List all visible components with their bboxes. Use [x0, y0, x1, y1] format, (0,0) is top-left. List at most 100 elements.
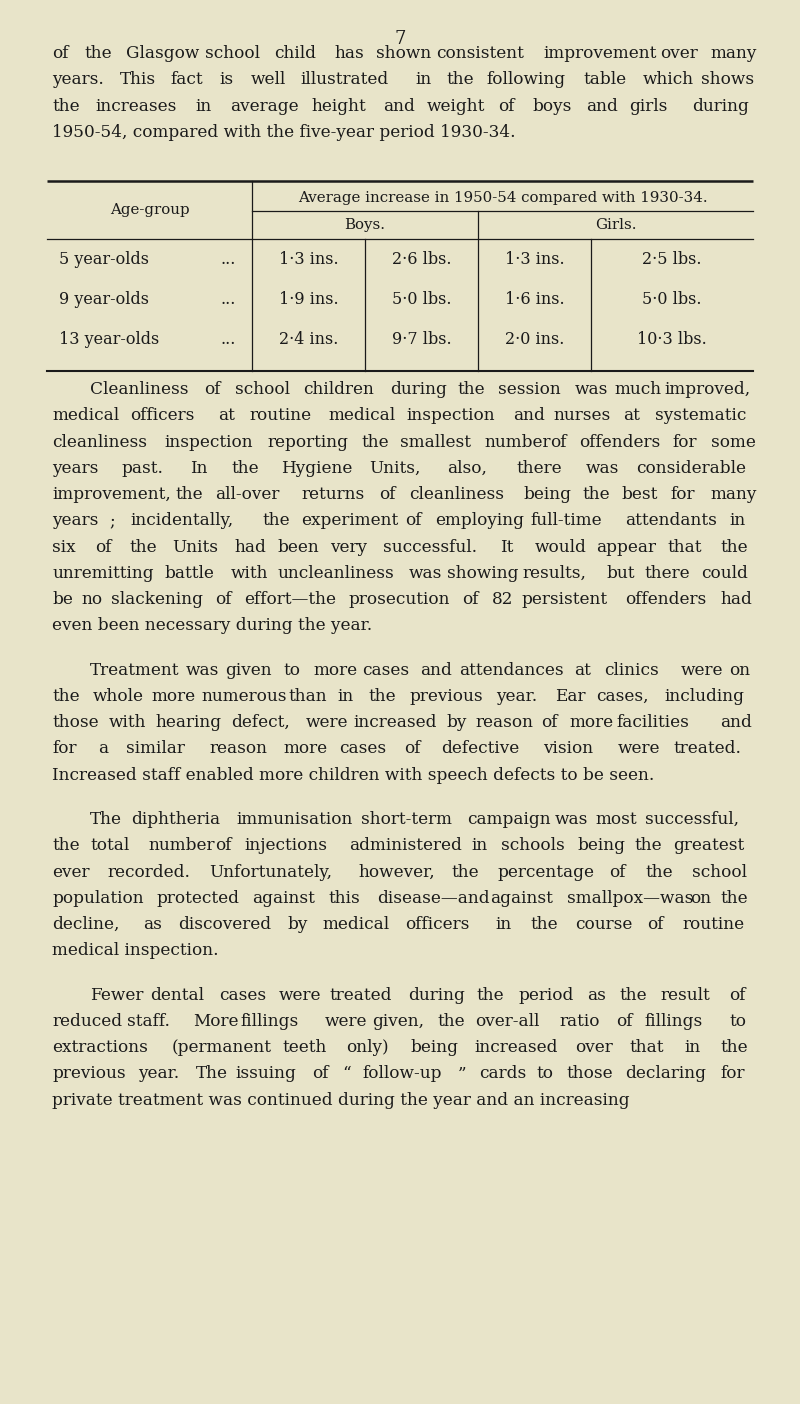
Text: illustrated: illustrated — [301, 72, 389, 88]
Text: 2·5 lbs.: 2·5 lbs. — [642, 250, 702, 268]
Text: were: were — [618, 740, 660, 758]
Text: 1·3 ins.: 1·3 ins. — [278, 250, 338, 268]
Text: was: was — [554, 812, 588, 828]
Text: of: of — [542, 715, 558, 731]
Text: defective: defective — [442, 740, 519, 758]
Text: uncleanliness: uncleanliness — [278, 564, 394, 581]
Text: shows: shows — [702, 72, 754, 88]
Text: Glasgow: Glasgow — [126, 45, 199, 62]
Text: prosecution: prosecution — [349, 591, 450, 608]
Text: to: to — [730, 1012, 746, 1031]
Text: the: the — [477, 987, 505, 1004]
Text: hearing: hearing — [156, 715, 222, 731]
Text: of: of — [616, 1012, 633, 1031]
Text: reason: reason — [475, 715, 534, 731]
Text: employing: employing — [435, 512, 524, 529]
Text: It: It — [501, 539, 514, 556]
Text: for: for — [52, 740, 77, 758]
Text: Girls.: Girls. — [594, 218, 636, 232]
Text: the: the — [634, 837, 662, 854]
Text: numerous: numerous — [201, 688, 286, 705]
Text: of: of — [215, 591, 231, 608]
Text: weight: weight — [426, 97, 485, 115]
Text: in: in — [684, 1039, 700, 1056]
Text: at: at — [218, 407, 235, 424]
Text: Hygiene: Hygiene — [282, 461, 353, 477]
Text: Increased staff enabled more children with speech defects to be seen.: Increased staff enabled more children wi… — [52, 767, 654, 783]
Text: school: school — [692, 863, 747, 880]
Text: children: children — [303, 380, 374, 399]
Text: the: the — [720, 890, 748, 907]
Text: the: the — [52, 688, 80, 705]
Text: full-time: full-time — [530, 512, 602, 529]
Text: diphtheria: diphtheria — [130, 812, 220, 828]
Text: some: some — [710, 434, 755, 451]
Text: of: of — [462, 591, 478, 608]
Text: Boys.: Boys. — [345, 218, 386, 232]
Text: were: were — [278, 987, 322, 1004]
Text: child: child — [274, 45, 317, 62]
Text: Units,: Units, — [369, 461, 421, 477]
Text: of: of — [52, 45, 69, 62]
Text: school: school — [235, 380, 290, 399]
Text: of: of — [498, 97, 515, 115]
Text: than: than — [288, 688, 326, 705]
Text: is: is — [220, 72, 234, 88]
Text: there: there — [517, 461, 562, 477]
Text: of: of — [404, 740, 421, 758]
Text: offenders: offenders — [579, 434, 660, 451]
Text: for: for — [673, 434, 698, 451]
Text: results,: results, — [522, 564, 586, 581]
Text: ...: ... — [220, 250, 235, 268]
Text: successful.: successful. — [382, 539, 477, 556]
Text: average: average — [230, 97, 298, 115]
Text: the: the — [362, 434, 390, 451]
Text: in: in — [471, 837, 488, 854]
Text: persistent: persistent — [521, 591, 607, 608]
Text: reason: reason — [210, 740, 267, 758]
Text: consistent: consistent — [437, 45, 525, 62]
Text: were: were — [325, 1012, 367, 1031]
Text: cases: cases — [362, 661, 409, 678]
Text: whole: whole — [92, 688, 143, 705]
Text: experiment: experiment — [301, 512, 398, 529]
Text: by: by — [447, 715, 467, 731]
Text: the: the — [262, 512, 290, 529]
Text: six: six — [52, 539, 76, 556]
Text: and: and — [720, 715, 752, 731]
Text: 82: 82 — [492, 591, 513, 608]
Text: by: by — [288, 915, 308, 934]
Text: with: with — [230, 564, 268, 581]
Text: the: the — [531, 915, 558, 934]
Text: those: those — [566, 1066, 614, 1082]
Text: 1·6 ins.: 1·6 ins. — [505, 291, 564, 307]
Text: returns: returns — [302, 486, 365, 503]
Text: the: the — [52, 837, 80, 854]
Text: the: the — [84, 45, 112, 62]
Text: be: be — [52, 591, 73, 608]
Text: of: of — [648, 915, 664, 934]
Text: battle: battle — [165, 564, 214, 581]
Text: for: for — [671, 486, 695, 503]
Text: Average increase in 1950-54 compared with 1930-34.: Average increase in 1950-54 compared wit… — [298, 191, 707, 205]
Text: against: against — [252, 890, 314, 907]
Text: ever: ever — [52, 863, 90, 880]
Text: being: being — [524, 486, 572, 503]
Text: cleanliness: cleanliness — [52, 434, 147, 451]
Text: has: has — [334, 45, 365, 62]
Text: population: population — [52, 890, 144, 907]
Text: at: at — [623, 407, 640, 424]
Text: incidentally,: incidentally, — [130, 512, 233, 529]
Text: the: the — [231, 461, 258, 477]
Text: most: most — [595, 812, 637, 828]
Text: staff.: staff. — [127, 1012, 170, 1031]
Text: of: of — [312, 1066, 329, 1082]
Text: Units: Units — [172, 539, 218, 556]
Text: inspection: inspection — [165, 434, 254, 451]
Text: the: the — [369, 688, 397, 705]
Text: 1950-54, compared with the five-year period 1930-34.: 1950-54, compared with the five-year per… — [52, 124, 516, 140]
Text: were: were — [681, 661, 723, 678]
Text: smallest: smallest — [400, 434, 470, 451]
Text: 2·4 ins.: 2·4 ins. — [279, 330, 338, 348]
Text: immunisation: immunisation — [237, 812, 353, 828]
